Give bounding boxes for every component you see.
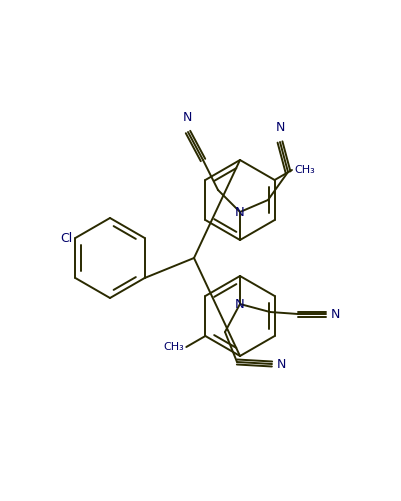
Text: CH₃: CH₃ — [164, 342, 184, 352]
Text: N: N — [275, 121, 285, 134]
Text: N: N — [182, 111, 192, 124]
Text: N: N — [235, 298, 245, 311]
Text: N: N — [331, 308, 340, 321]
Text: CH₃: CH₃ — [294, 165, 315, 175]
Text: Cl: Cl — [60, 231, 72, 244]
Text: N: N — [235, 205, 245, 218]
Text: N: N — [277, 358, 286, 371]
